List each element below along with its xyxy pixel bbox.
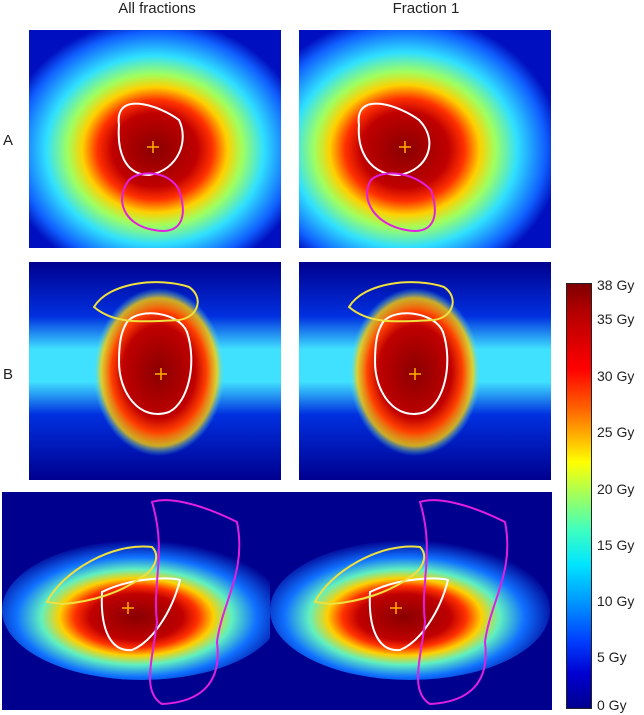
row-label-b: B	[3, 366, 14, 383]
colorbar-tick-0: 0 Gy	[597, 697, 627, 713]
dose-map-b-all-fractions	[29, 262, 281, 480]
dose-map-c-fraction-1	[270, 492, 552, 710]
dose-map-b-fraction-1	[299, 262, 551, 480]
row-label-a: A	[3, 132, 14, 149]
colorbar-tick-25: 25 Gy	[597, 424, 635, 440]
colorbar-tick-30: 30 Gy	[597, 368, 635, 384]
colorbar-tick-5: 5 Gy	[597, 649, 627, 665]
dose-map-a-all-fractions	[29, 30, 281, 248]
colorbar-tick-35: 35 Gy	[597, 311, 635, 327]
colorbar-tick-20: 20 Gy	[597, 481, 635, 497]
colorbar-tick-10: 10 Gy	[597, 593, 635, 609]
colorbar-tick-38: 38 Gy	[597, 277, 635, 293]
dose-map-a-fraction-1	[299, 30, 551, 248]
colorbar-tick-15: 15 Gy	[597, 537, 635, 553]
column-title-fraction-1: Fraction 1	[392, 0, 460, 17]
dose-colorbar	[566, 283, 592, 709]
dose-map-c-all-fractions	[2, 492, 284, 710]
column-title-all-fractions: All fractions	[118, 0, 196, 17]
